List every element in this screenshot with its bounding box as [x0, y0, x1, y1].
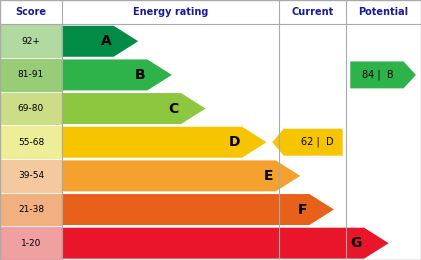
- Bar: [0, 24, 62, 58]
- Polygon shape: [62, 26, 138, 57]
- Text: D: D: [229, 135, 240, 149]
- Text: Score: Score: [16, 7, 46, 17]
- Text: 84 |  B: 84 | B: [362, 70, 394, 80]
- Bar: [0, 159, 62, 193]
- Text: 81-91: 81-91: [18, 70, 44, 79]
- Text: B: B: [135, 68, 145, 82]
- Text: 1-20: 1-20: [21, 239, 41, 248]
- Polygon shape: [272, 129, 343, 156]
- Polygon shape: [62, 60, 172, 90]
- Text: F: F: [298, 203, 307, 217]
- Text: 21-38: 21-38: [18, 205, 44, 214]
- Polygon shape: [62, 127, 266, 158]
- Polygon shape: [62, 160, 300, 191]
- Text: C: C: [169, 102, 179, 115]
- Text: E: E: [264, 169, 274, 183]
- Text: 39-54: 39-54: [18, 171, 44, 180]
- Polygon shape: [62, 194, 334, 225]
- Bar: [0, 58, 62, 92]
- Polygon shape: [350, 61, 416, 88]
- Text: 55-68: 55-68: [18, 138, 44, 147]
- Bar: [0, 193, 62, 226]
- Polygon shape: [62, 93, 205, 124]
- Bar: [0, 226, 62, 260]
- Text: G: G: [351, 236, 362, 250]
- Text: A: A: [101, 34, 112, 48]
- Text: Potential: Potential: [358, 7, 409, 17]
- Polygon shape: [62, 228, 389, 259]
- Text: 69-80: 69-80: [18, 104, 44, 113]
- Text: 62 |  D: 62 | D: [301, 137, 334, 147]
- Text: Current: Current: [291, 7, 333, 17]
- Bar: [0, 125, 62, 159]
- Bar: [0, 92, 62, 125]
- Text: Energy rating: Energy rating: [133, 7, 208, 17]
- Text: 92+: 92+: [21, 37, 40, 46]
